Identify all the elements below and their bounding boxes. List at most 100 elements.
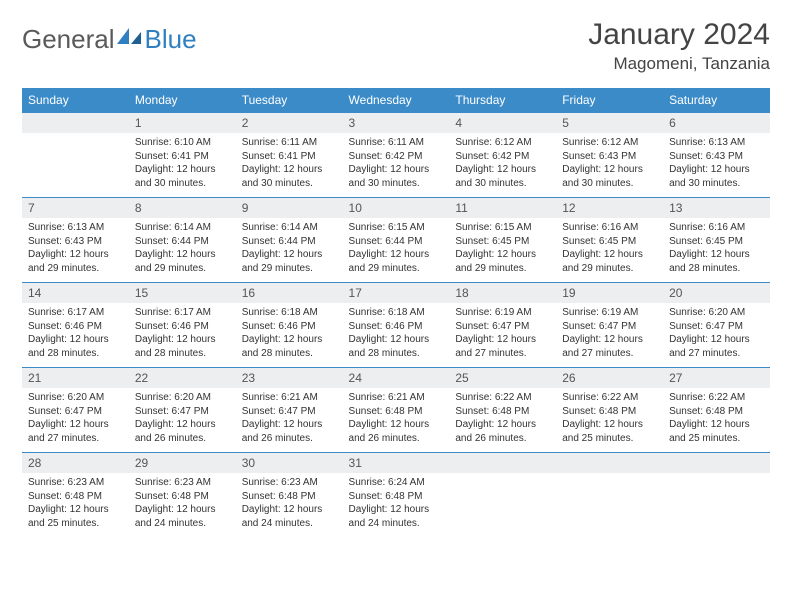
day-detail: Sunrise: 6:22 AMSunset: 6:48 PMDaylight:… [556,388,663,449]
day-detail: Sunrise: 6:14 AMSunset: 6:44 PMDaylight:… [129,218,236,279]
day-number: 13 [663,198,770,218]
month-title: January 2024 [588,18,770,52]
day-number: 21 [22,368,129,388]
day-detail: Sunrise: 6:11 AMSunset: 6:41 PMDaylight:… [236,133,343,194]
day-number: 23 [236,368,343,388]
day-cell: 20Sunrise: 6:20 AMSunset: 6:47 PMDayligh… [663,283,770,368]
day-cell: 9Sunrise: 6:14 AMSunset: 6:44 PMDaylight… [236,198,343,283]
logo: General Blue [22,24,197,55]
day-cell: 26Sunrise: 6:22 AMSunset: 6:48 PMDayligh… [556,368,663,453]
day-number: 11 [449,198,556,218]
day-header: Sunday [22,88,129,113]
day-number: 28 [22,453,129,473]
day-detail: Sunrise: 6:18 AMSunset: 6:46 PMDaylight:… [236,303,343,364]
header: General Blue January 2024 Magomeni, Tanz… [22,18,770,74]
day-detail: Sunrise: 6:21 AMSunset: 6:48 PMDaylight:… [343,388,450,449]
day-header: Saturday [663,88,770,113]
day-cell: 6Sunrise: 6:13 AMSunset: 6:43 PMDaylight… [663,113,770,198]
day-detail: Sunrise: 6:14 AMSunset: 6:44 PMDaylight:… [236,218,343,279]
day-cell: 28Sunrise: 6:23 AMSunset: 6:48 PMDayligh… [22,453,129,538]
day-number: 2 [236,113,343,133]
calendar-body: 1Sunrise: 6:10 AMSunset: 6:41 PMDaylight… [22,113,770,538]
day-number: 27 [663,368,770,388]
day-header: Thursday [449,88,556,113]
day-number: 20 [663,283,770,303]
day-detail: Sunrise: 6:24 AMSunset: 6:48 PMDaylight:… [343,473,450,534]
day-number: 14 [22,283,129,303]
week-row: 14Sunrise: 6:17 AMSunset: 6:46 PMDayligh… [22,283,770,368]
day-detail [663,473,770,523]
day-number: 5 [556,113,663,133]
day-cell: 8Sunrise: 6:14 AMSunset: 6:44 PMDaylight… [129,198,236,283]
day-detail: Sunrise: 6:20 AMSunset: 6:47 PMDaylight:… [663,303,770,364]
day-number [663,453,770,473]
day-number [22,113,129,133]
day-detail: Sunrise: 6:18 AMSunset: 6:46 PMDaylight:… [343,303,450,364]
title-block: January 2024 Magomeni, Tanzania [588,18,770,74]
day-number: 16 [236,283,343,303]
day-cell: 19Sunrise: 6:19 AMSunset: 6:47 PMDayligh… [556,283,663,368]
day-number: 30 [236,453,343,473]
day-number: 12 [556,198,663,218]
day-header-row: SundayMondayTuesdayWednesdayThursdayFrid… [22,88,770,113]
day-cell: 23Sunrise: 6:21 AMSunset: 6:47 PMDayligh… [236,368,343,453]
day-cell: 2Sunrise: 6:11 AMSunset: 6:41 PMDaylight… [236,113,343,198]
day-header: Monday [129,88,236,113]
day-cell: 16Sunrise: 6:18 AMSunset: 6:46 PMDayligh… [236,283,343,368]
day-detail [22,133,129,183]
day-detail: Sunrise: 6:22 AMSunset: 6:48 PMDaylight:… [449,388,556,449]
day-detail: Sunrise: 6:12 AMSunset: 6:42 PMDaylight:… [449,133,556,194]
day-detail [449,473,556,523]
calendar-head: SundayMondayTuesdayWednesdayThursdayFrid… [22,88,770,113]
day-cell: 17Sunrise: 6:18 AMSunset: 6:46 PMDayligh… [343,283,450,368]
day-detail: Sunrise: 6:20 AMSunset: 6:47 PMDaylight:… [22,388,129,449]
day-number [449,453,556,473]
day-detail: Sunrise: 6:19 AMSunset: 6:47 PMDaylight:… [556,303,663,364]
day-cell: 18Sunrise: 6:19 AMSunset: 6:47 PMDayligh… [449,283,556,368]
day-number: 22 [129,368,236,388]
day-detail: Sunrise: 6:17 AMSunset: 6:46 PMDaylight:… [22,303,129,364]
location: Magomeni, Tanzania [588,54,770,74]
day-cell: 3Sunrise: 6:11 AMSunset: 6:42 PMDaylight… [343,113,450,198]
day-detail: Sunrise: 6:19 AMSunset: 6:47 PMDaylight:… [449,303,556,364]
logo-text-1: General [22,24,115,55]
day-number: 15 [129,283,236,303]
day-detail: Sunrise: 6:16 AMSunset: 6:45 PMDaylight:… [663,218,770,279]
day-cell: 1Sunrise: 6:10 AMSunset: 6:41 PMDaylight… [129,113,236,198]
week-row: 28Sunrise: 6:23 AMSunset: 6:48 PMDayligh… [22,453,770,538]
day-cell [22,113,129,198]
day-number: 19 [556,283,663,303]
day-cell: 29Sunrise: 6:23 AMSunset: 6:48 PMDayligh… [129,453,236,538]
day-number: 31 [343,453,450,473]
day-detail: Sunrise: 6:23 AMSunset: 6:48 PMDaylight:… [236,473,343,534]
day-detail: Sunrise: 6:15 AMSunset: 6:45 PMDaylight:… [449,218,556,279]
day-cell: 27Sunrise: 6:22 AMSunset: 6:48 PMDayligh… [663,368,770,453]
day-cell: 10Sunrise: 6:15 AMSunset: 6:44 PMDayligh… [343,198,450,283]
day-cell: 7Sunrise: 6:13 AMSunset: 6:43 PMDaylight… [22,198,129,283]
day-number: 10 [343,198,450,218]
day-number: 3 [343,113,450,133]
day-cell: 24Sunrise: 6:21 AMSunset: 6:48 PMDayligh… [343,368,450,453]
calendar-table: SundayMondayTuesdayWednesdayThursdayFrid… [22,88,770,538]
day-cell: 14Sunrise: 6:17 AMSunset: 6:46 PMDayligh… [22,283,129,368]
day-header: Tuesday [236,88,343,113]
day-number: 9 [236,198,343,218]
logo-text-2: Blue [145,24,197,55]
week-row: 1Sunrise: 6:10 AMSunset: 6:41 PMDaylight… [22,113,770,198]
day-detail: Sunrise: 6:12 AMSunset: 6:43 PMDaylight:… [556,133,663,194]
day-cell: 31Sunrise: 6:24 AMSunset: 6:48 PMDayligh… [343,453,450,538]
day-header: Friday [556,88,663,113]
day-detail: Sunrise: 6:22 AMSunset: 6:48 PMDaylight:… [663,388,770,449]
day-cell: 21Sunrise: 6:20 AMSunset: 6:47 PMDayligh… [22,368,129,453]
day-detail: Sunrise: 6:15 AMSunset: 6:44 PMDaylight:… [343,218,450,279]
day-number: 8 [129,198,236,218]
day-cell: 4Sunrise: 6:12 AMSunset: 6:42 PMDaylight… [449,113,556,198]
day-cell: 11Sunrise: 6:15 AMSunset: 6:45 PMDayligh… [449,198,556,283]
day-cell [449,453,556,538]
logo-sail-icon [115,26,143,46]
day-number: 25 [449,368,556,388]
day-cell: 12Sunrise: 6:16 AMSunset: 6:45 PMDayligh… [556,198,663,283]
day-detail: Sunrise: 6:17 AMSunset: 6:46 PMDaylight:… [129,303,236,364]
day-detail: Sunrise: 6:23 AMSunset: 6:48 PMDaylight:… [22,473,129,534]
day-detail: Sunrise: 6:20 AMSunset: 6:47 PMDaylight:… [129,388,236,449]
